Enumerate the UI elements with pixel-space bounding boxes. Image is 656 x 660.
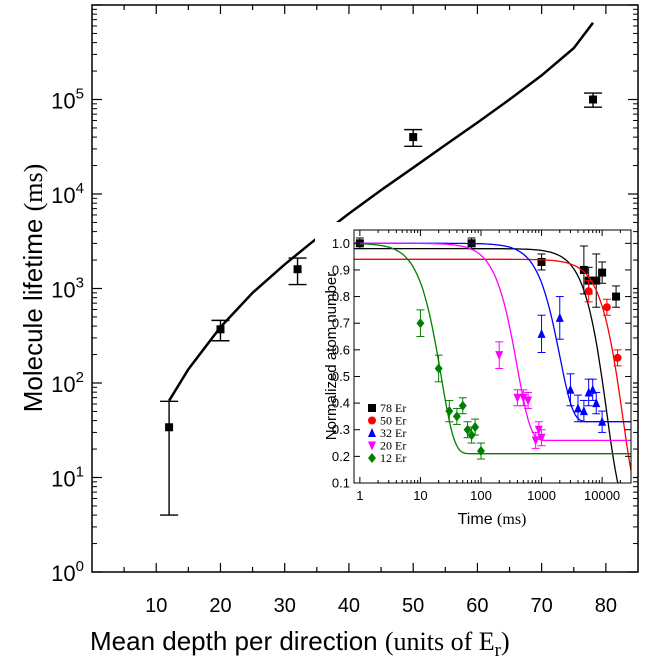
inset-ticks xyxy=(354,230,632,484)
inset-data-point xyxy=(592,398,601,408)
inset-y-tick-label: 0.1 xyxy=(332,476,350,491)
inset-fit-curve xyxy=(354,258,631,471)
inset-y-tick-label: 0.3 xyxy=(332,422,350,437)
inset-data-point xyxy=(592,276,601,285)
inset-x-tick-label: 1 xyxy=(356,488,363,503)
inset-y-tick-label: 0.7 xyxy=(332,316,350,331)
inset-y-tick-label: 0.8 xyxy=(332,289,350,304)
inset-y-tick-label: 0.6 xyxy=(332,342,350,357)
main-plot-layer xyxy=(160,21,603,516)
main-y-axis-label: Molecule lifetime (ms) xyxy=(18,164,48,413)
inset-fit-curve xyxy=(354,242,631,455)
main-y-tick-label: 100 xyxy=(51,558,84,586)
main-x-axis-label: Mean depth per direction (units of Er) xyxy=(90,626,510,660)
inset-y-tick-label: 1.0 xyxy=(332,236,350,251)
inset-y-axis-label: Normalized atom number xyxy=(323,272,340,440)
inset-data-point xyxy=(579,406,588,416)
inset-legend-label: 78 Er xyxy=(380,401,406,415)
inset-y-tick-label: 0.5 xyxy=(332,369,350,384)
inset-data-point xyxy=(434,363,443,374)
inset-data-point xyxy=(555,312,564,322)
main-x-tick-label: 10 xyxy=(145,595,167,617)
main-y-tick-label: 101 xyxy=(51,464,84,492)
inset-y-tick-label: 0.4 xyxy=(332,396,350,411)
inset-fit-curve xyxy=(354,247,619,483)
inset-x-axis-label: Time (ms) xyxy=(458,511,527,528)
inset-chart: 1 10 100 1000 10000 0.1 0.2 0.3 0.4 0.5 0.6 0.7 0.8… xyxy=(315,222,633,540)
inset-fit-curve xyxy=(354,242,631,442)
inset-x-tick-labels: 1 10 100 1000 10000 xyxy=(356,488,620,503)
main-data-point xyxy=(589,95,598,104)
inset-data-point xyxy=(524,396,533,406)
inset-legend-marker xyxy=(368,428,376,437)
main-y-tick-label: 105 xyxy=(51,86,84,114)
main-x-tick-labels: 10 20 30 40 50 60 70 80 xyxy=(145,595,617,617)
inset-data-point xyxy=(537,433,546,443)
inset-data-point xyxy=(445,406,454,417)
main-fit-curve xyxy=(168,21,594,402)
main-x-tick-label: 40 xyxy=(338,595,360,617)
main-y-tick-label: 102 xyxy=(51,369,84,397)
inset-data-point xyxy=(598,416,607,426)
main-ticks xyxy=(92,4,638,573)
main-x-tick-label: 20 xyxy=(209,595,231,617)
inset-legend-marker xyxy=(368,416,376,425)
inset-x-tick-label: 10000 xyxy=(584,488,620,503)
inset-data-point xyxy=(602,303,611,312)
inset-data-point xyxy=(476,446,485,457)
main-data-point xyxy=(409,133,418,142)
main-y-tick-label: 103 xyxy=(51,275,84,303)
inset-legend-marker xyxy=(368,453,376,463)
main-data-point xyxy=(293,265,302,274)
inset-x-tick-label: 1000 xyxy=(527,488,556,503)
inset-legend-marker xyxy=(368,441,376,451)
inset-y-tick-label: 0.9 xyxy=(332,262,350,277)
main-x-tick-label: 50 xyxy=(402,595,424,617)
main-y-tick-labels: 100 101 102 103 104 105 xyxy=(51,86,84,587)
inset-data-point xyxy=(416,318,425,329)
main-data-point xyxy=(216,325,225,334)
inset-data-point xyxy=(588,384,597,394)
inset-legend-marker xyxy=(368,404,376,412)
inset-data-point xyxy=(537,328,546,338)
inset-x-tick-label: 10 xyxy=(413,488,427,503)
inset-data-point xyxy=(584,387,593,397)
inset-legend-label: 50 Er xyxy=(380,414,406,428)
main-x-tick-label: 70 xyxy=(531,595,553,617)
inset-data-point xyxy=(519,393,528,403)
inset-data-point xyxy=(513,393,522,403)
inset-data-point xyxy=(566,384,575,394)
inset-data-point xyxy=(574,403,583,413)
inset-legend-label: 32 Er xyxy=(380,426,406,440)
inset-y-tick-labels: 0.1 0.2 0.3 0.4 0.5 0.6 0.7 0.8 0.9 1.0 xyxy=(332,236,350,491)
inset-data-point xyxy=(458,400,467,411)
inset-data-point xyxy=(613,353,622,362)
inset-data-point xyxy=(579,265,588,274)
main-x-tick-label: 30 xyxy=(274,595,296,617)
inset-x-tick-label: 100 xyxy=(470,488,492,503)
main-data-point xyxy=(165,423,174,432)
inset-data-point xyxy=(531,436,540,446)
inset-data-point xyxy=(471,422,480,433)
main-y-tick-label: 104 xyxy=(51,180,84,208)
inset-data-point xyxy=(598,268,607,277)
inset-data-point xyxy=(612,292,621,301)
inset-data-point xyxy=(495,351,504,361)
inset-y-tick-label: 0.2 xyxy=(332,449,350,464)
inset-legend-label: 20 Er xyxy=(380,439,406,453)
inset-background xyxy=(315,222,633,540)
main-x-tick-label: 80 xyxy=(595,595,617,617)
inset-data-point xyxy=(537,257,546,266)
inset-plot-layer xyxy=(354,237,631,483)
inset-legend-label: 12 Er xyxy=(380,451,406,465)
inset-plot-frame xyxy=(353,229,632,484)
inset-data-point xyxy=(584,287,593,296)
main-x-tick-label: 60 xyxy=(466,595,488,617)
